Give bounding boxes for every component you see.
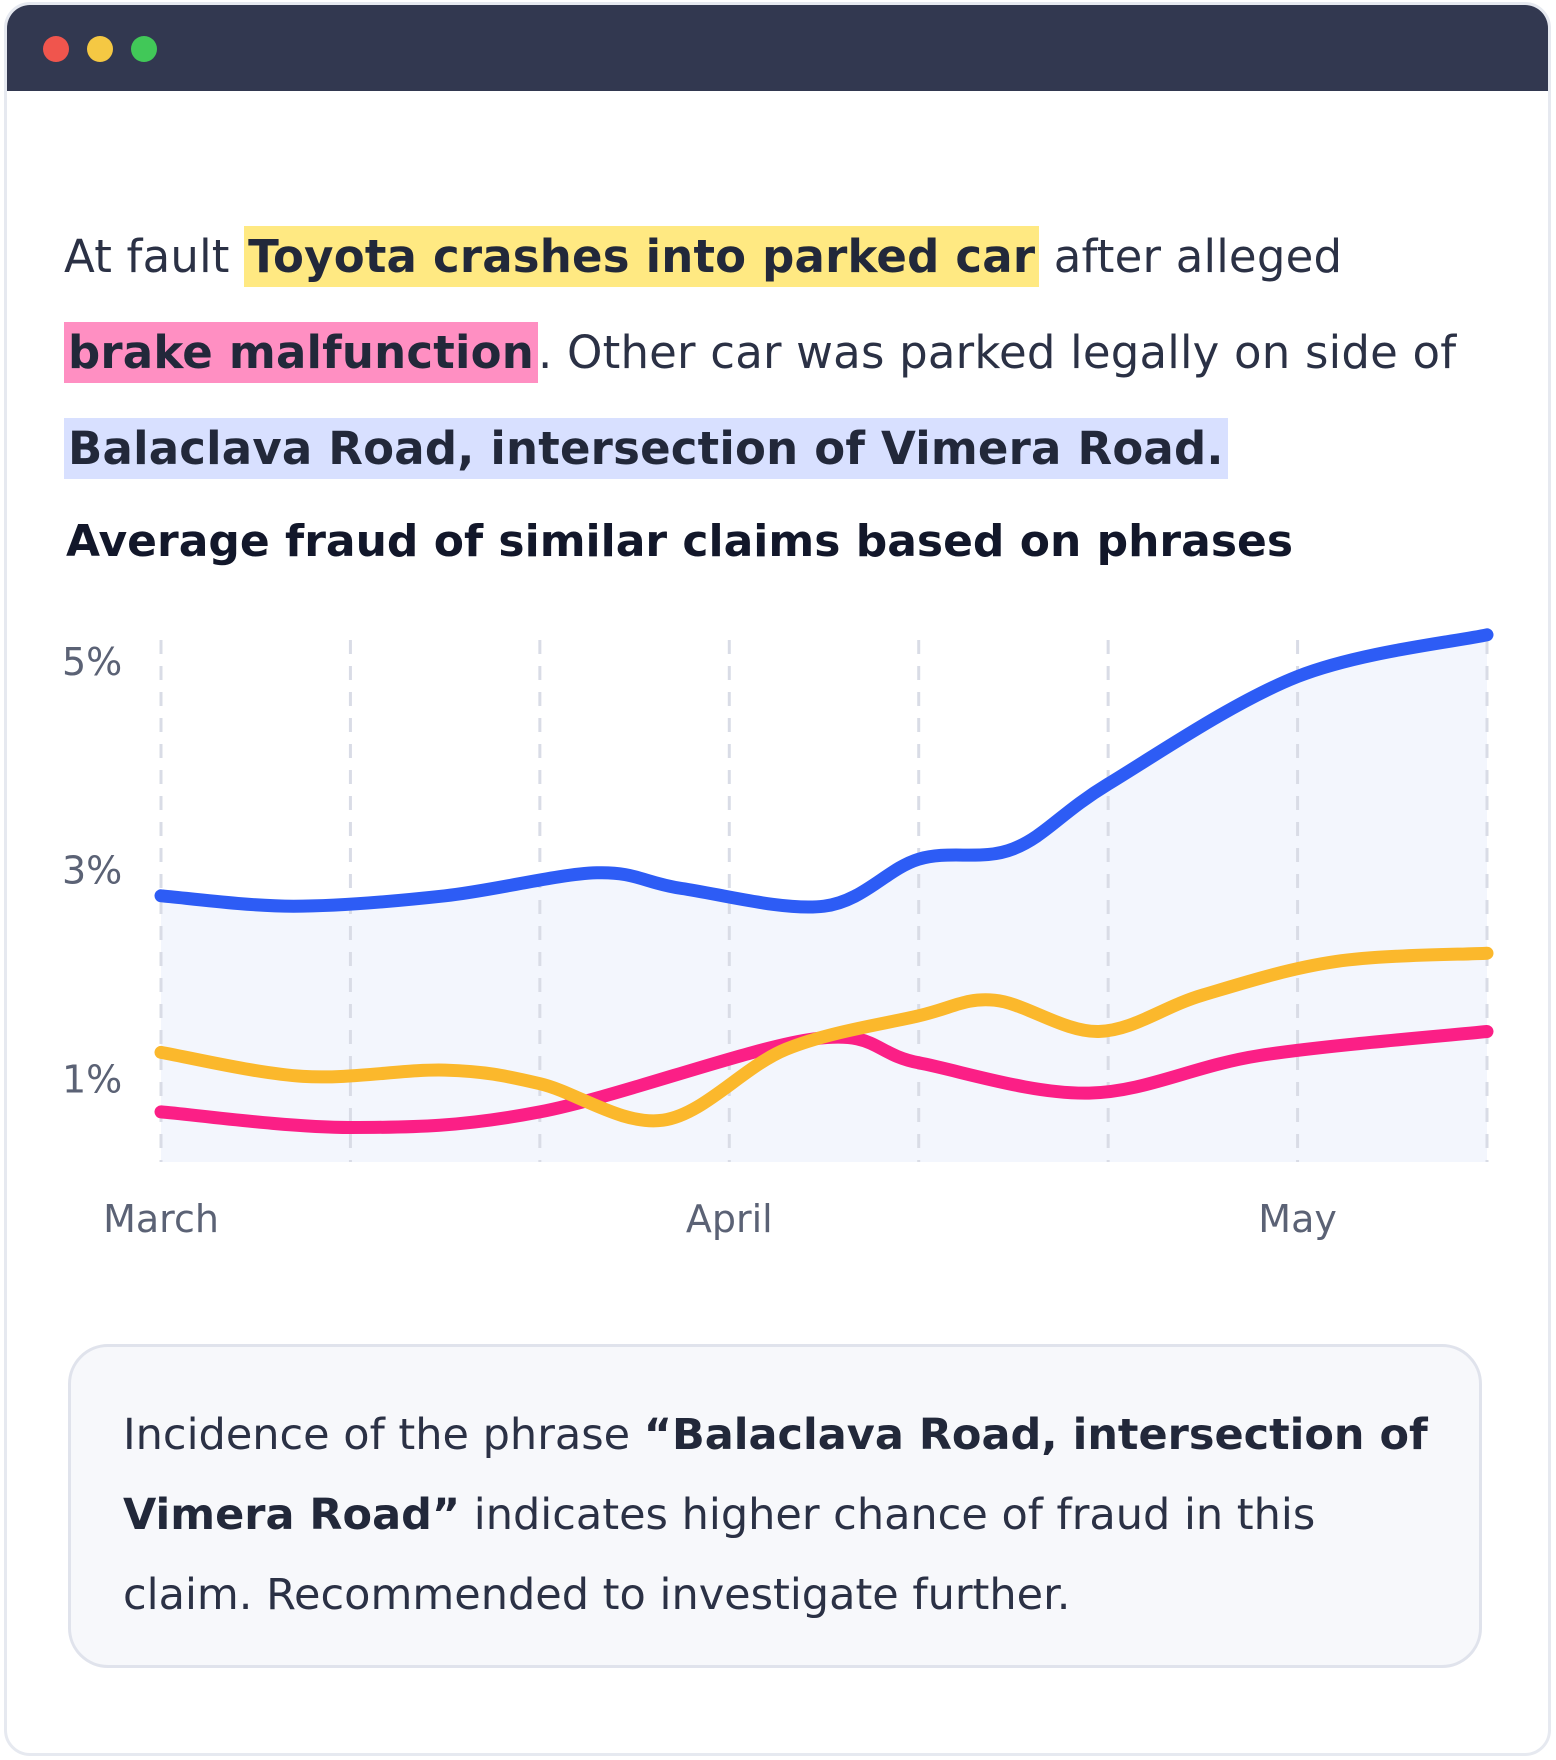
series-line	[154, 1025, 1494, 1134]
minimize-window-button[interactable]	[87, 36, 113, 62]
phrase-highlight-cause: brake malfunction	[64, 322, 538, 383]
series-line	[154, 628, 1494, 914]
y-tick-label: 3%	[62, 849, 122, 893]
series-line	[154, 946, 1494, 1128]
claim-text: after alleged	[1039, 230, 1343, 283]
x-tick-label: May	[1258, 1197, 1337, 1241]
x-tick-label: April	[686, 1197, 773, 1241]
series-area-fill	[161, 634, 1487, 1162]
chart-title: Average fraud of similar claims based on…	[66, 516, 1294, 567]
claim-text: . Other car was parked legally on side o…	[537, 326, 1457, 379]
maximize-window-button[interactable]	[131, 36, 157, 62]
callout-quoted-phrase: “Balaclava Road, intersection of Vimera …	[123, 1410, 1428, 1540]
y-tick-label: 1%	[62, 1057, 122, 1101]
claim-description: At fault Toyota crashes into parked car …	[64, 209, 1464, 497]
close-window-button[interactable]	[43, 36, 69, 62]
callout-text: Incidence of the phrase	[123, 1410, 644, 1460]
y-tick-label: 5%	[62, 640, 122, 684]
x-tick-label: March	[103, 1197, 219, 1241]
claim-text: At fault	[64, 230, 245, 283]
phrase-highlight-location: Balaclava Road, intersection of Vimera R…	[64, 418, 1228, 479]
fraud-insight-callout: Incidence of the phrase “Balaclava Road,…	[68, 1344, 1482, 1668]
phrase-highlight-vehicle: Toyota crashes into parked car	[244, 226, 1040, 287]
callout-text: indicates higher chance of fraud in this…	[123, 1490, 1316, 1620]
fraud-line-chart: 5% 3% 1% March April May	[62, 628, 1494, 1241]
window-titlebar	[7, 5, 1548, 91]
